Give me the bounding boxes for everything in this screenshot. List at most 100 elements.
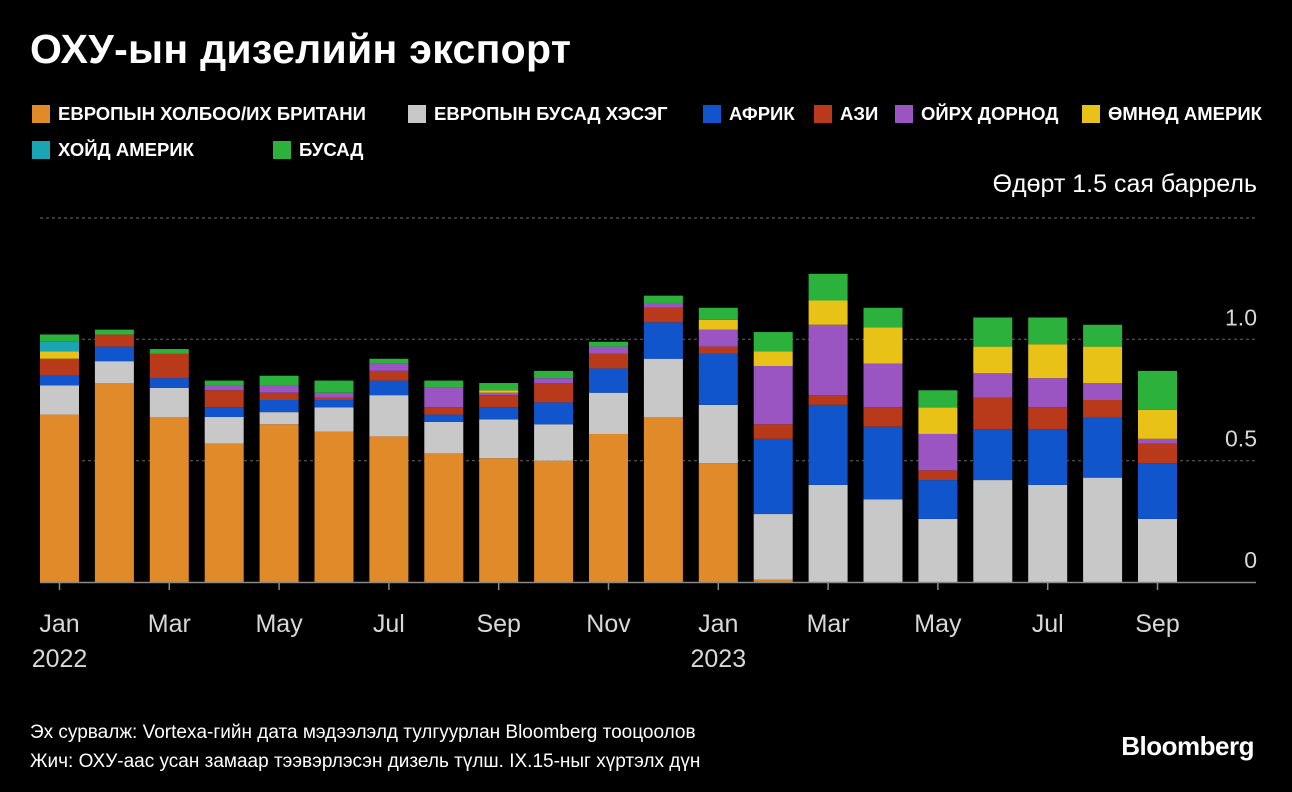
bar-segment	[369, 358, 409, 364]
bar-segment	[40, 385, 79, 415]
bar-segment	[314, 400, 354, 408]
bar-segment	[863, 307, 903, 328]
legend-swatch	[1082, 105, 1100, 123]
bar-segment	[643, 295, 683, 303]
y-tick-label: 0	[1244, 547, 1257, 573]
x-tick-label: May	[255, 610, 303, 638]
bar-segment	[259, 412, 299, 425]
unit-label: Өдөрт 1.5 сая баррель	[992, 170, 1257, 198]
bar-segment	[479, 419, 519, 459]
bar-segment	[424, 407, 464, 415]
bar-segment	[149, 349, 189, 354]
bar-segment	[204, 385, 244, 391]
bar-segment	[918, 470, 958, 481]
legend-label: ӨМНӨД АМЕРИК	[1108, 103, 1262, 124]
bar-segment	[1028, 484, 1068, 582]
legend-swatch	[32, 141, 50, 159]
bar-segment	[94, 361, 134, 384]
x-tick-label: May	[914, 610, 962, 638]
x-tick-label: Sep	[476, 610, 520, 638]
footer: Эх сурвалж: Vortexa-гийн дата мэдээлэлд …	[30, 718, 700, 776]
chart-title: ОХУ-ын дизелийн экспорт	[30, 26, 572, 72]
legend-label: ХОЙД АМЕРИК	[58, 139, 194, 160]
bar-segment	[753, 332, 793, 352]
bar-segment	[314, 397, 354, 400]
bar-segment	[94, 346, 134, 362]
bar-segment	[204, 390, 244, 408]
bar-segment	[204, 416, 244, 444]
bar-segment	[698, 353, 738, 405]
x-tick-label: Mar	[807, 610, 850, 638]
bar-segment	[479, 458, 519, 582]
x-tick-label: Jul	[373, 610, 405, 638]
bar-segment	[1138, 370, 1177, 410]
bar-segment	[534, 424, 574, 461]
bar-segment	[40, 375, 79, 386]
legend-item-north-america: ХОЙД АМЕРИК	[32, 139, 194, 161]
bar-segment	[973, 373, 1013, 398]
footnote: Жич: ОХУ-аас усан замаар тээвэрлэсэн диз…	[30, 751, 701, 772]
bar-segment	[40, 334, 79, 342]
bar-segment	[534, 460, 574, 582]
bar-segment	[973, 397, 1013, 430]
bar-segment	[534, 370, 574, 379]
bar-segment	[369, 395, 409, 437]
bar-segment	[1083, 400, 1123, 417]
legend-label: ОЙРХ ДОРНОД	[921, 103, 1059, 124]
bar-segment	[479, 390, 519, 393]
legend-swatch	[408, 105, 426, 123]
bar-segment	[643, 416, 683, 582]
legend-item-other-europe: ЕВРОПЫН БУСАД ХЭСЭГ	[408, 103, 668, 125]
bar-segment	[589, 392, 628, 434]
bar-segment	[698, 346, 738, 354]
bar-segment	[479, 392, 519, 396]
bar-segment	[863, 327, 903, 364]
x-tick-year-label: 2022	[32, 645, 88, 673]
bar-segment	[1138, 409, 1177, 439]
legend-item-other: БУСАД	[273, 139, 363, 161]
bar-segment	[1028, 429, 1068, 485]
legend-swatch	[703, 105, 721, 123]
legend-item-asia: АЗИ	[814, 103, 878, 125]
x-tick-label: Sep	[1135, 610, 1179, 638]
bar-segment	[863, 499, 903, 582]
bar-segment	[698, 319, 738, 330]
bar-segment	[94, 329, 134, 335]
bar-segment	[753, 351, 793, 367]
bar-segment	[753, 438, 793, 515]
legend-item-eu-uk: ЕВРОПЫН ХОЛБОО/ИХ БРИТАНИ	[32, 103, 366, 125]
bar-segment	[1083, 416, 1123, 478]
bar-segment	[424, 421, 464, 454]
x-tick-label: Jul	[1032, 610, 1064, 638]
bar-segment	[753, 424, 793, 439]
bar-segment	[534, 383, 574, 403]
bar-segment	[753, 579, 793, 582]
legend-label: ЕВРОПЫН ХОЛБОО/ИХ БРИТАНИ	[58, 103, 366, 124]
bar-segment	[479, 407, 519, 420]
bar-segment	[643, 322, 683, 359]
bar-segment	[1138, 463, 1177, 519]
bar-segment	[94, 334, 134, 347]
bar-segment	[149, 416, 189, 582]
bar-segment	[1138, 438, 1177, 444]
bar-segment	[40, 358, 79, 376]
bar-segment	[479, 395, 519, 408]
bar-segment	[808, 300, 848, 325]
bar-segment	[1083, 346, 1123, 384]
bar-segment	[808, 395, 848, 405]
bar-segment	[918, 480, 958, 519]
bar-segment	[698, 463, 738, 582]
bar-segment	[40, 341, 79, 352]
bar-segment	[94, 383, 134, 582]
bar-segment	[589, 353, 628, 369]
bar-segment	[1083, 477, 1123, 582]
bar-segment	[369, 363, 409, 371]
bar-segment	[314, 380, 354, 393]
bar-segment	[918, 433, 958, 471]
bar-segment	[204, 443, 244, 582]
bar-segment	[1083, 324, 1123, 347]
legend-item-middle-east: ОЙРХ ДОРНОД	[895, 103, 1058, 125]
bar-segment	[589, 368, 628, 393]
bar-segment	[149, 378, 189, 388]
bar-segment	[1028, 317, 1068, 345]
